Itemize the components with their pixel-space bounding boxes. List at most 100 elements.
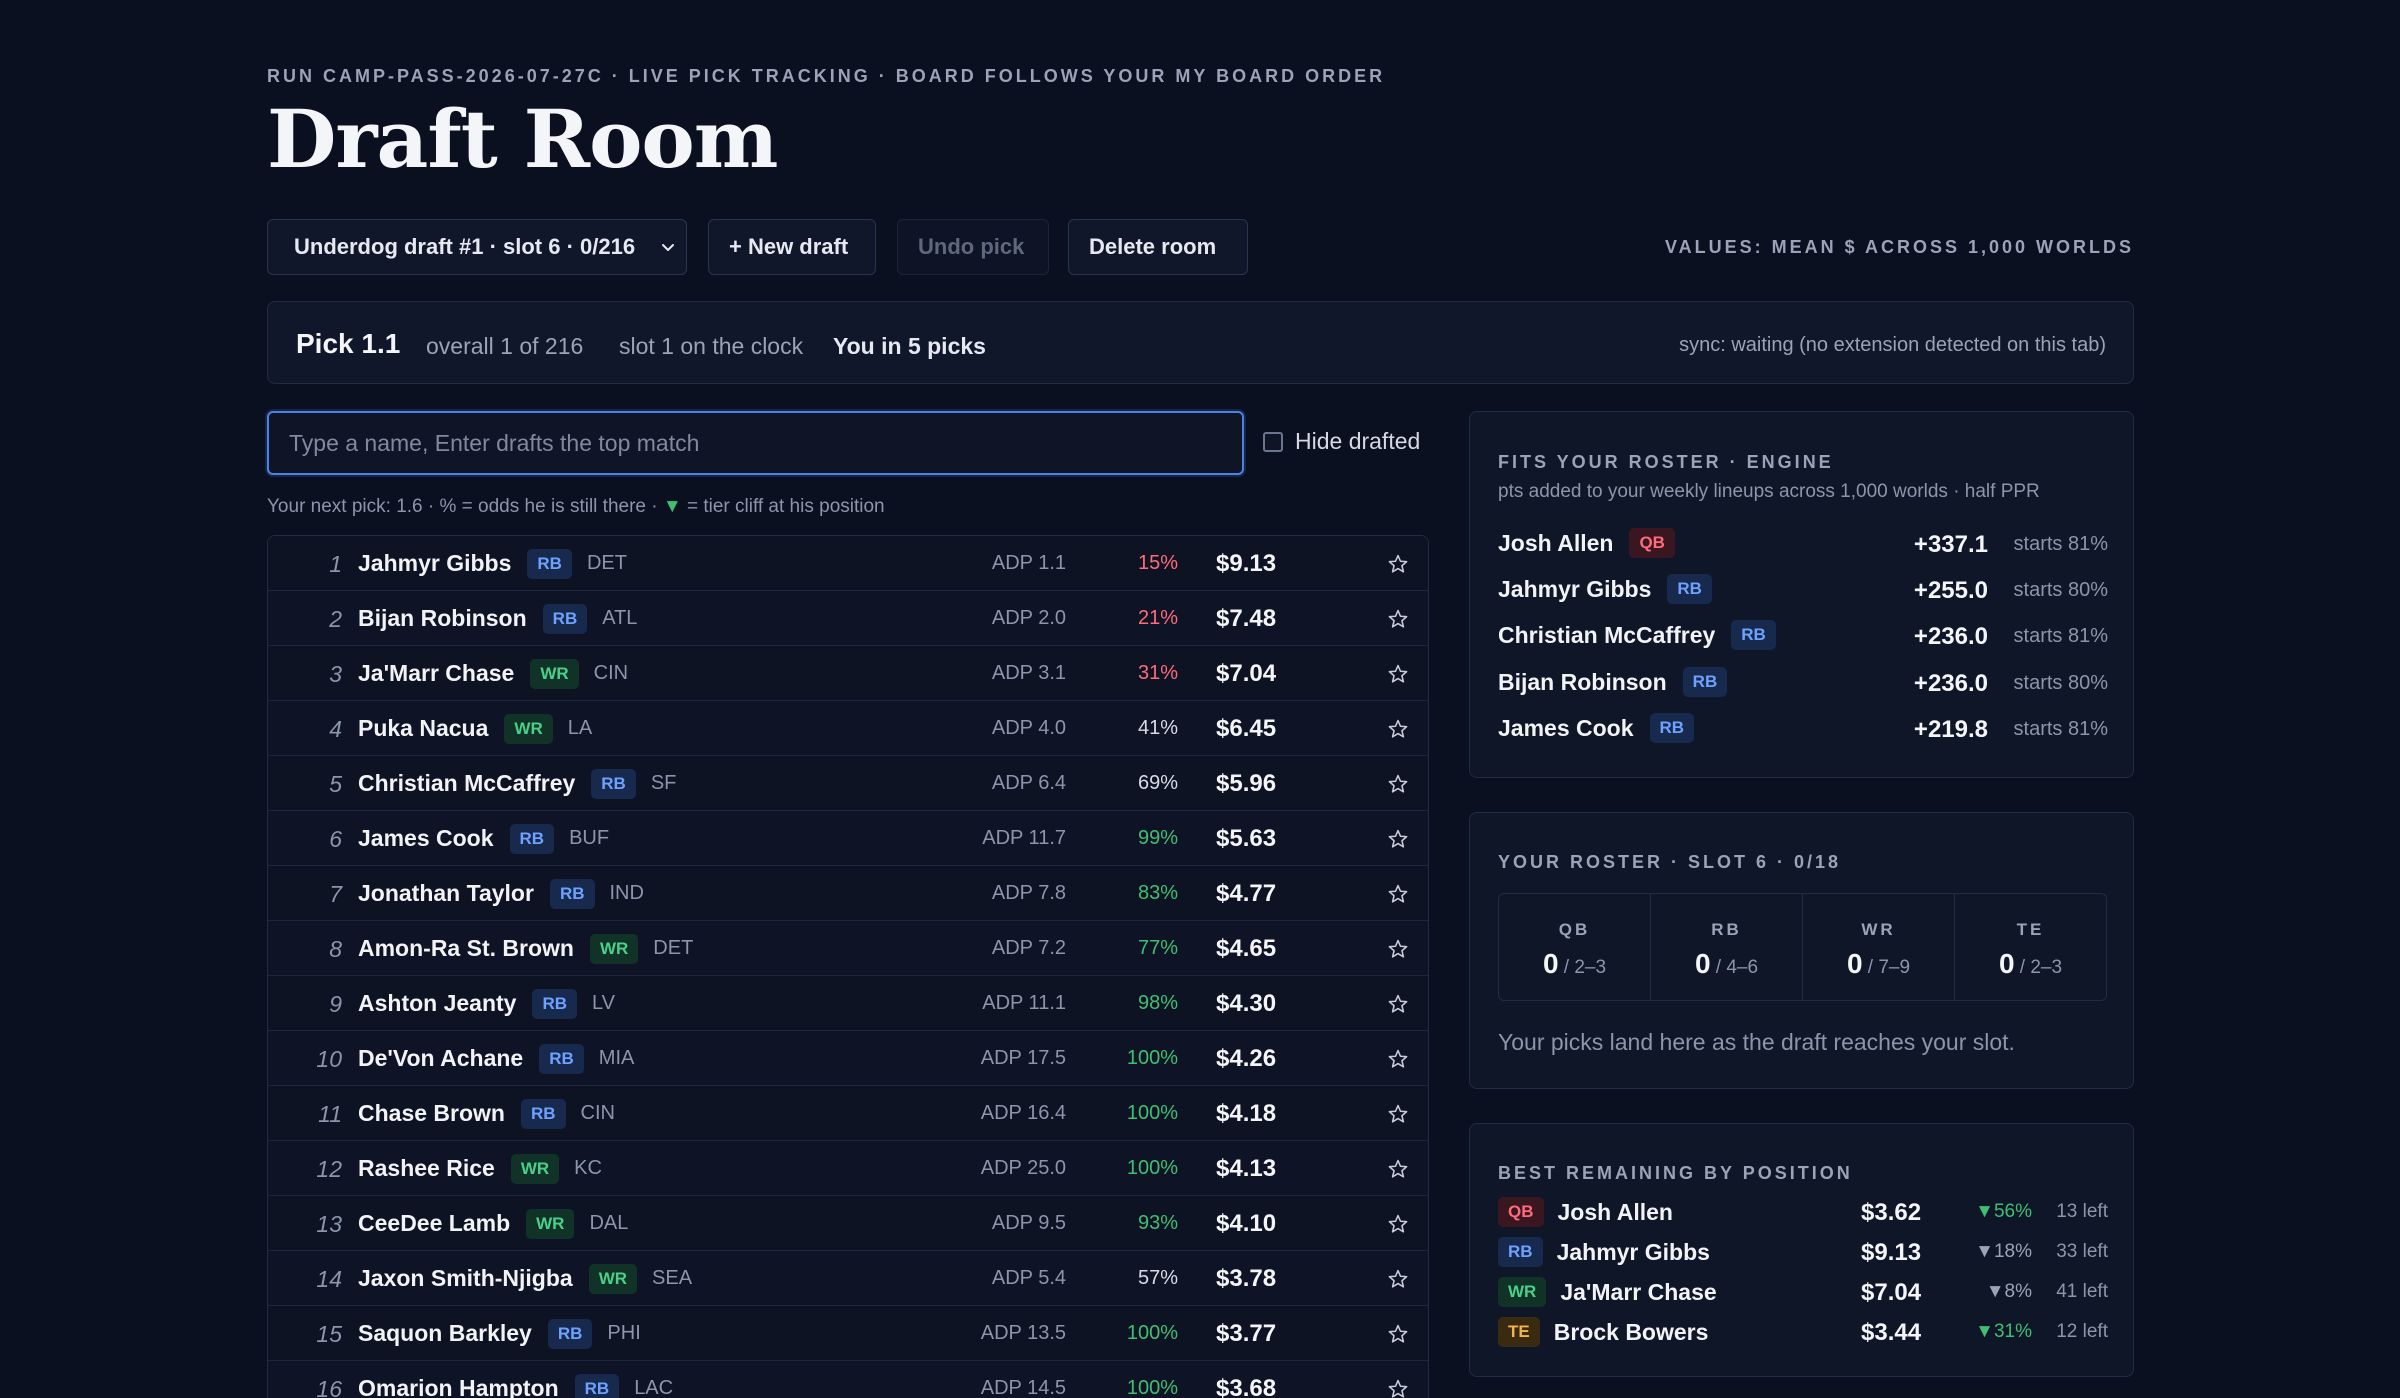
- player-name[interactable]: Ashton Jeanty: [358, 990, 517, 1016]
- dollar-value: $3.78: [1216, 1265, 1277, 1292]
- player-rank: 14: [316, 1266, 342, 1292]
- chevron-down-icon: [662, 244, 674, 251]
- table-row[interactable]: 5 Christian McCaffrey RB SF ADP 6.4 69% $5.96: [268, 756, 1428, 811]
- adp-value: ADP 14.5: [980, 1377, 1066, 1398]
- star-icon[interactable]: [1387, 608, 1409, 630]
- roster-cell-wr: WR 0 / 7–9: [1803, 894, 1955, 1000]
- availability-odds: 31%: [1137, 662, 1178, 684]
- fit-row[interactable]: Jahmyr Gibbs RB +255.0 starts 80%: [1498, 569, 2108, 609]
- star-icon[interactable]: [1387, 1103, 1409, 1125]
- delete-room-button[interactable]: Delete room: [1068, 219, 1248, 275]
- hide-drafted-toggle[interactable]: Hide drafted: [1263, 428, 1420, 455]
- adp-value: ADP 7.8: [991, 882, 1066, 904]
- star-icon[interactable]: [1387, 773, 1409, 795]
- table-row[interactable]: 9 Ashton Jeanty RB LV ADP 11.1 98% $4.30: [268, 976, 1428, 1031]
- team-label: DET: [586, 552, 627, 574]
- adp-value: ADP 1.1: [991, 552, 1066, 574]
- tier-drop: ▼56%: [1975, 1201, 2032, 1222]
- player-name[interactable]: CeeDee Lamb: [358, 1210, 511, 1236]
- star-icon[interactable]: [1387, 883, 1409, 905]
- position-badge: RB: [1731, 620, 1776, 650]
- table-row[interactable]: 6 James Cook RB BUF ADP 11.7 99% $5.63: [268, 811, 1428, 866]
- table-row[interactable]: 11 Chase Brown RB CIN ADP 16.4 100% $4.18: [268, 1086, 1428, 1141]
- draft-select[interactable]: Underdog draft #1 · slot 6 · 0/216: [267, 219, 687, 275]
- star-icon[interactable]: [1387, 663, 1409, 685]
- player-rank: 11: [318, 1101, 342, 1127]
- best-row[interactable]: QB Josh Allen $3.62 ▼56% 13 left: [1498, 1194, 2108, 1230]
- table-row[interactable]: 3 Ja'Marr Chase WR CIN ADP 3.1 31% $7.04: [268, 646, 1428, 701]
- player-name-cell: Ashton Jeanty RB LV: [358, 976, 615, 1031]
- fit-row[interactable]: Bijan Robinson RB +236.0 starts 80%: [1498, 662, 2108, 702]
- table-row[interactable]: 10 De'Von Achane RB MIA ADP 17.5 100% $4.26: [268, 1031, 1428, 1086]
- star-icon[interactable]: [1387, 1378, 1409, 1398]
- legend-text: Your next pick: 1.6 · % = odds he is sti…: [267, 496, 658, 517]
- player-name[interactable]: Jonathan Taylor: [358, 880, 534, 906]
- player-name[interactable]: James Cook: [358, 825, 494, 851]
- new-draft-button[interactable]: + New draft: [708, 219, 876, 275]
- player-search-input[interactable]: [267, 411, 1244, 475]
- best-value: $7.04: [1861, 1279, 1922, 1306]
- star-icon[interactable]: [1387, 1048, 1409, 1070]
- roster-range: / 4–6: [1715, 957, 1759, 978]
- fit-row[interactable]: Josh Allen QB +337.1 starts 81%: [1498, 523, 2108, 563]
- hide-drafted-checkbox[interactable]: [1263, 431, 1283, 452]
- star-icon[interactable]: [1387, 993, 1409, 1015]
- run-eyebrow: RUN CAMP-PASS-2026-07-27C · LIVE PICK TR…: [267, 66, 1386, 86]
- dollar-value: $4.10: [1216, 1210, 1277, 1237]
- player-name[interactable]: Jahmyr Gibbs: [358, 550, 512, 576]
- team-label: DAL: [589, 1212, 629, 1234]
- star-icon[interactable]: [1387, 1323, 1409, 1345]
- roster-title: YOUR ROSTER · SLOT 6 · 0/18: [1498, 852, 1842, 872]
- player-name[interactable]: Saquon Barkley: [358, 1320, 532, 1346]
- player-name[interactable]: Rashee Rice: [358, 1155, 495, 1181]
- best-value: $3.62: [1861, 1199, 1922, 1226]
- player-name[interactable]: Jaxon Smith-Njigba: [358, 1265, 573, 1291]
- table-row[interactable]: 1 Jahmyr Gibbs RB DET ADP 1.1 15% $9.13: [268, 536, 1428, 591]
- star-icon[interactable]: [1387, 553, 1409, 575]
- best-title: BEST REMAINING BY POSITION: [1498, 1163, 1853, 1183]
- player-name[interactable]: Chase Brown: [358, 1100, 505, 1126]
- player-rank: 10: [316, 1046, 342, 1072]
- table-row[interactable]: 12 Rashee Rice WR KC ADP 25.0 100% $4.13: [268, 1141, 1428, 1196]
- position-badge: RB: [539, 1043, 584, 1074]
- table-row[interactable]: 13 CeeDee Lamb WR DAL ADP 9.5 93% $4.10: [268, 1196, 1428, 1251]
- player-name[interactable]: Amon-Ra St. Brown: [358, 935, 574, 961]
- player-name-cell: Puka Nacua WR LA: [358, 701, 592, 756]
- player-name[interactable]: Christian McCaffrey: [358, 770, 576, 796]
- star-icon[interactable]: [1387, 938, 1409, 960]
- player-name[interactable]: Bijan Robinson: [358, 605, 527, 631]
- position-badge: WR: [589, 933, 639, 964]
- fit-points: +236.0: [1913, 670, 1988, 697]
- position-badge: TE: [1498, 1317, 1540, 1347]
- undo-pick-button[interactable]: Undo pick: [897, 219, 1049, 275]
- table-row[interactable]: 14 Jaxon Smith-Njigba WR SEA ADP 5.4 57% $3.78: [268, 1251, 1428, 1306]
- player-rank: 13: [316, 1211, 342, 1237]
- star-icon[interactable]: [1387, 1213, 1409, 1235]
- best-row[interactable]: WR Ja'Marr Chase $7.04 ▼8% 41 left: [1498, 1274, 2108, 1310]
- star-icon[interactable]: [1387, 1158, 1409, 1180]
- overall-pick: overall 1 of 216: [426, 333, 584, 359]
- best-name-cell: WR Ja'Marr Chase: [1498, 1274, 1717, 1310]
- fit-row[interactable]: Christian McCaffrey RB +236.0 starts 81%: [1498, 615, 2108, 655]
- fits-title: FITS YOUR ROSTER · ENGINE: [1498, 452, 1834, 472]
- star-icon[interactable]: [1387, 718, 1409, 740]
- table-row[interactable]: 4 Puka Nacua WR LA ADP 4.0 41% $6.45: [268, 701, 1428, 756]
- player-name[interactable]: Ja'Marr Chase: [358, 660, 515, 686]
- table-row[interactable]: 2 Bijan Robinson RB ATL ADP 2.0 21% $7.48: [268, 591, 1428, 646]
- best-row[interactable]: RB Jahmyr Gibbs $9.13 ▼18% 33 left: [1498, 1234, 2108, 1270]
- table-row[interactable]: 15 Saquon Barkley RB PHI ADP 13.5 100% $3.77: [268, 1306, 1428, 1361]
- star-icon[interactable]: [1387, 1268, 1409, 1290]
- tier-drop: ▼8%: [1985, 1281, 2032, 1302]
- table-row[interactable]: 8 Amon-Ra St. Brown WR DET ADP 7.2 77% $4.65: [268, 921, 1428, 976]
- best-row[interactable]: TE Brock Bowers $3.44 ▼31% 12 left: [1498, 1314, 2108, 1350]
- player-name[interactable]: De'Von Achane: [358, 1045, 524, 1071]
- table-row[interactable]: 7 Jonathan Taylor RB IND ADP 7.8 83% $4.77: [268, 866, 1428, 921]
- fit-row[interactable]: James Cook RB +219.8 starts 81%: [1498, 708, 2108, 748]
- player-name[interactable]: Puka Nacua: [358, 715, 489, 741]
- fit-name-cell: James Cook RB: [1498, 708, 1695, 748]
- fit-player-name: Christian McCaffrey: [1498, 621, 1716, 648]
- player-name[interactable]: Omarion Hampton: [358, 1375, 559, 1398]
- star-icon[interactable]: [1387, 828, 1409, 850]
- tier-cliff-icon: ▼: [662, 496, 682, 517]
- table-row[interactable]: 16 Omarion Hampton RB LAC ADP 14.5 100% $3.68: [268, 1361, 1428, 1398]
